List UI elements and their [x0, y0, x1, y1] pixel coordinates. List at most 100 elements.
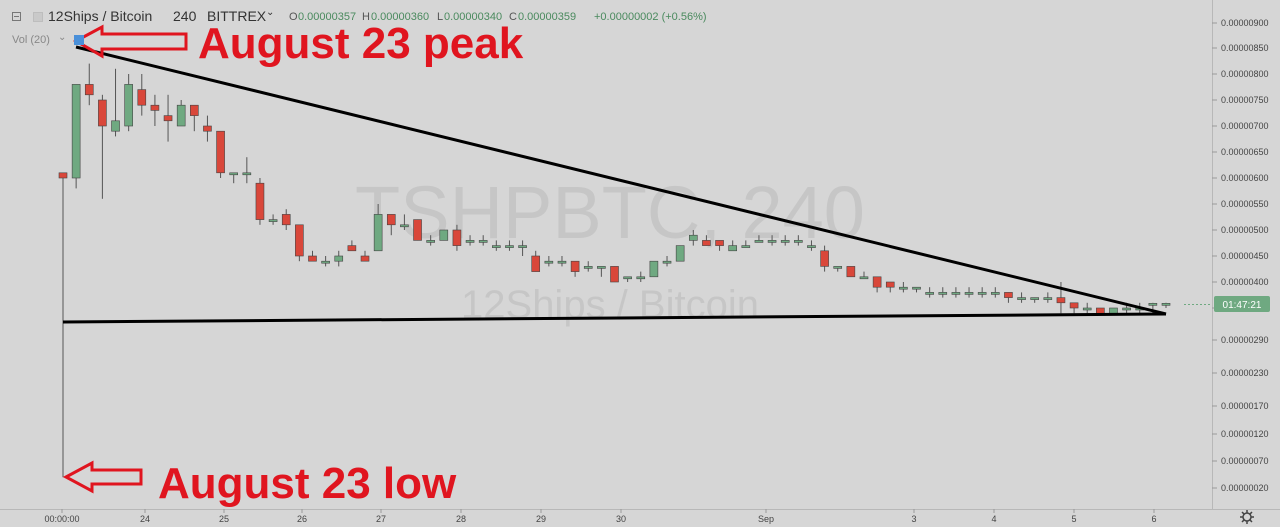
candle-down[interactable] — [715, 240, 724, 246]
candle-down[interactable] — [820, 250, 829, 267]
candle-down[interactable] — [308, 255, 317, 262]
candle-up[interactable] — [1082, 307, 1092, 311]
candle-up[interactable] — [951, 292, 961, 295]
candle-up[interactable] — [229, 172, 239, 176]
candle-down[interactable] — [1056, 297, 1066, 304]
candle-down[interactable] — [360, 255, 370, 262]
x-tick-label: Sep — [758, 514, 774, 524]
candle-up[interactable] — [583, 266, 593, 269]
candle-up[interactable] — [492, 245, 501, 248]
candle-down[interactable] — [570, 260, 580, 272]
candle-down[interactable] — [872, 276, 882, 288]
candle-up[interactable] — [124, 84, 133, 127]
close-value: 0.00000359 — [518, 11, 577, 23]
candle-up[interactable] — [1030, 297, 1039, 300]
candle-up[interactable] — [111, 120, 120, 132]
candle-down[interactable] — [163, 115, 173, 122]
candle-up[interactable] — [505, 245, 514, 248]
candle-up[interactable] — [780, 240, 790, 243]
gear-icon[interactable] — [1240, 510, 1254, 524]
candle-up[interactable] — [649, 260, 659, 278]
candle-down[interactable] — [386, 214, 396, 226]
candle-down[interactable] — [295, 224, 304, 257]
candle-up[interactable] — [1109, 307, 1118, 314]
candle-up[interactable] — [268, 219, 278, 222]
candle-up[interactable] — [1161, 303, 1171, 306]
candle-up[interactable] — [741, 245, 751, 248]
candle-up[interactable] — [675, 245, 685, 262]
candle-up[interactable] — [373, 214, 383, 252]
candle-down[interactable] — [413, 219, 422, 241]
candle-down[interactable] — [255, 182, 265, 220]
candle-down[interactable] — [846, 266, 856, 278]
candle-up[interactable] — [71, 84, 81, 179]
candle-down[interactable] — [1069, 302, 1079, 309]
candle-up[interactable] — [899, 286, 908, 290]
candle-up[interactable] — [176, 104, 186, 127]
candle-up[interactable] — [662, 260, 672, 264]
candle-down[interactable] — [1004, 292, 1013, 298]
candle-up[interactable] — [767, 240, 777, 243]
candle-up[interactable] — [938, 292, 948, 295]
pencil-icon[interactable] — [74, 35, 84, 45]
candle-up[interactable] — [990, 292, 1000, 295]
candle-up[interactable] — [688, 234, 698, 241]
candle-up[interactable] — [925, 292, 934, 295]
candle-up[interactable] — [426, 240, 435, 243]
candle-down[interactable] — [1096, 307, 1105, 314]
candle-up[interactable] — [754, 240, 764, 243]
candle-up[interactable] — [544, 260, 554, 264]
candle-up[interactable] — [1017, 297, 1026, 300]
candle-up[interactable] — [636, 276, 646, 280]
candle-up[interactable] — [794, 240, 803, 243]
candle-down[interactable] — [216, 130, 225, 174]
candle-up[interactable] — [977, 292, 987, 295]
chevron-down-icon[interactable]: ⌄ — [58, 32, 67, 43]
candle-down[interactable] — [203, 125, 212, 132]
candle-up[interactable] — [439, 229, 449, 241]
candle-down[interactable] — [347, 245, 357, 252]
candle-up[interactable] — [728, 245, 737, 252]
minus-square-icon[interactable] — [12, 12, 21, 21]
candle-down[interactable] — [610, 266, 619, 283]
candle-down[interactable] — [137, 89, 147, 106]
candle-down[interactable] — [98, 99, 107, 127]
volume-label[interactable]: Vol (20) — [12, 34, 50, 46]
candle-up[interactable] — [1148, 303, 1158, 306]
candle-up[interactable] — [807, 245, 816, 248]
candle-down[interactable] — [702, 240, 711, 246]
candle-up[interactable] — [478, 240, 488, 243]
candle-down[interactable] — [885, 281, 895, 288]
descending-trendline[interactable] — [75, 45, 1167, 316]
candle-down[interactable] — [150, 104, 160, 111]
candle-down[interactable] — [452, 229, 462, 246]
candle-up[interactable] — [465, 240, 475, 243]
price-axis[interactable]: 0.00000900 0.00000850 0.00000800 0.00000750… — [1212, 18, 1269, 493]
candle-up[interactable] — [912, 286, 921, 290]
candle-down[interactable] — [84, 84, 94, 96]
candle-up[interactable] — [1122, 307, 1131, 311]
candle-up[interactable] — [859, 276, 869, 280]
chevron-down-icon[interactable]: ⌄ — [266, 7, 275, 18]
candle-up[interactable] — [518, 245, 527, 248]
candle-up[interactable] — [964, 292, 974, 295]
interval-label[interactable]: 240 — [173, 8, 197, 24]
candle-up[interactable] — [833, 266, 843, 269]
candle-up[interactable] — [623, 276, 632, 280]
candle-down[interactable] — [58, 172, 68, 179]
exchange-label[interactable]: BITTREX — [207, 8, 267, 24]
candle-up[interactable] — [597, 266, 606, 269]
candle-up[interactable] — [400, 224, 409, 228]
candle-down[interactable] — [281, 214, 291, 226]
candle-up[interactable] — [321, 260, 330, 264]
candle-up[interactable] — [557, 260, 567, 264]
candle-up[interactable] — [1043, 297, 1053, 300]
candle-up[interactable] — [242, 172, 252, 176]
symbol-title[interactable]: 12Ships / Bitcoin — [48, 8, 153, 24]
support-trendline[interactable] — [62, 312, 1167, 324]
candle-down[interactable] — [531, 255, 541, 272]
time-axis[interactable]: 00:00:00 24 25 26 27 28 29 30 Sep 3 4 5 6 — [44, 509, 1157, 524]
candle-up[interactable] — [334, 255, 344, 262]
candle-down[interactable] — [190, 104, 199, 116]
